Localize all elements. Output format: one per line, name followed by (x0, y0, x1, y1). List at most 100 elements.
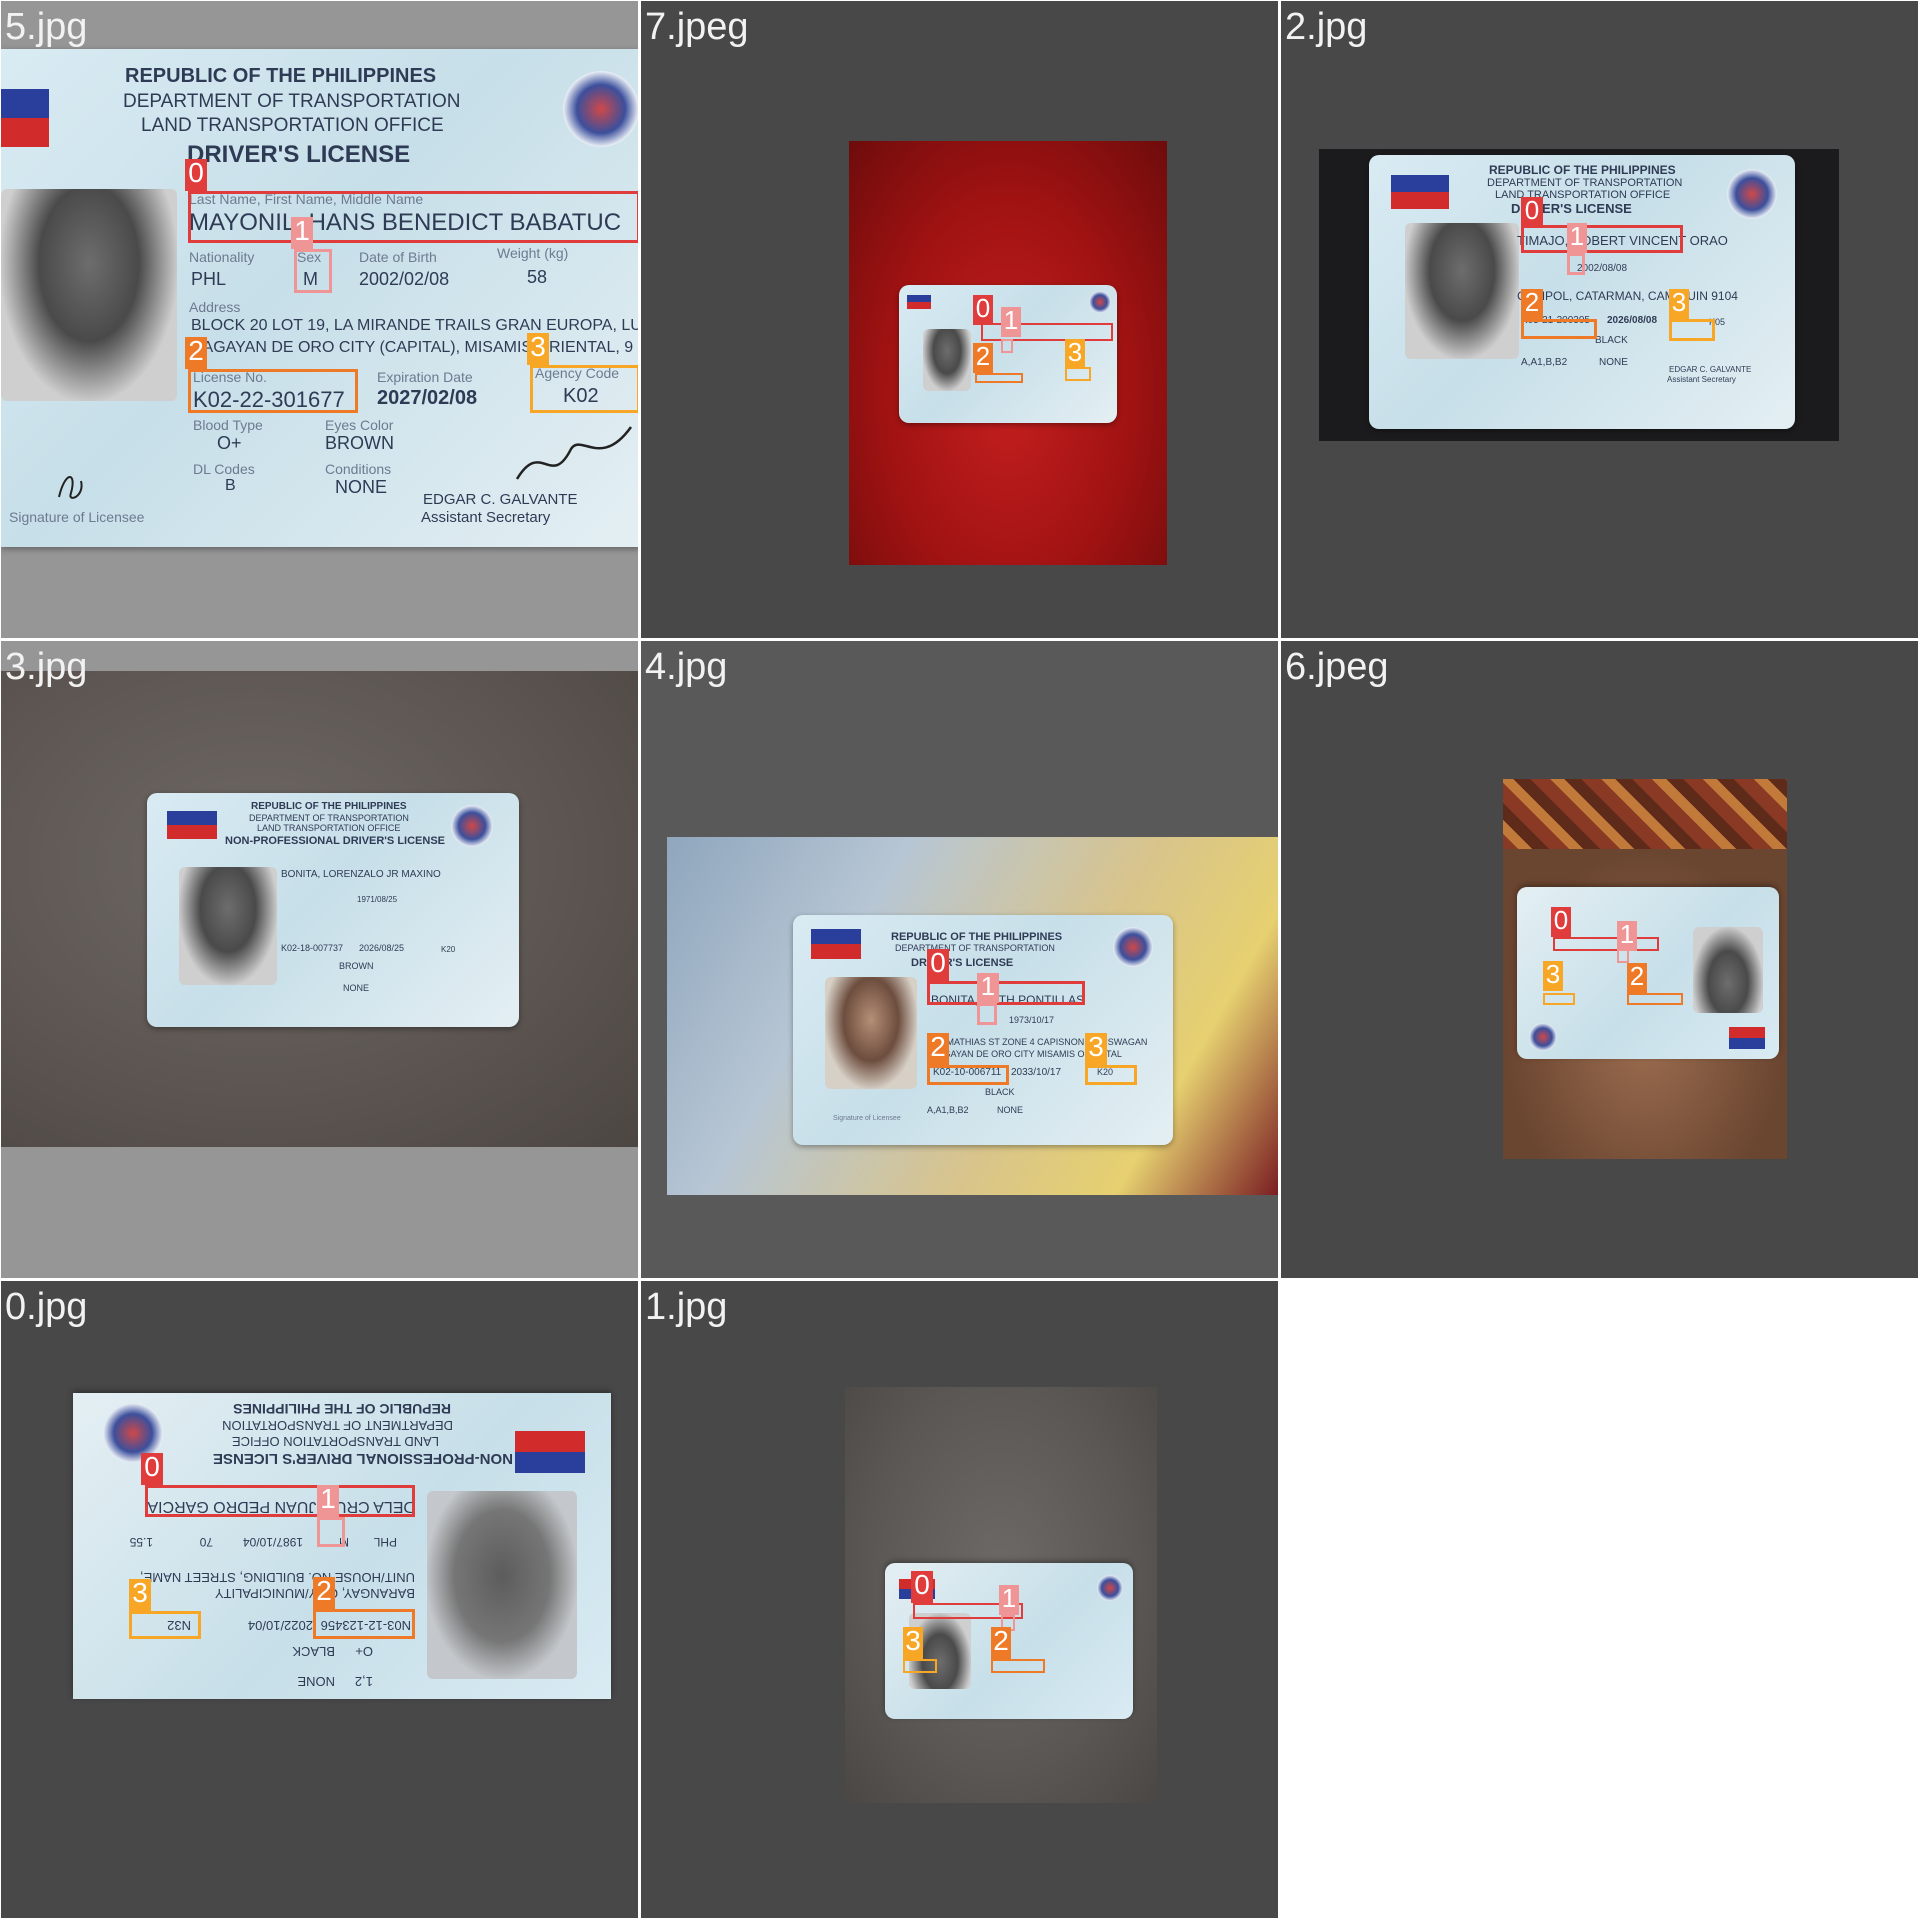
detection-box-license (991, 1659, 1045, 1673)
photo-dark-background: REPUBLIC OF THE PHILIPPINES DEPARTMENT O… (1319, 149, 1839, 441)
detection-box-name (981, 323, 1113, 341)
grid-cell-3[interactable]: 3.jpg REPUBLIC OF THE PHILIPPINES DEPART… (0, 640, 639, 1279)
conditions-value: NONE (297, 1674, 335, 1689)
name-label: Last Name, First Name, Middle Name (189, 191, 424, 207)
detection-box-sex (1567, 253, 1585, 275)
address-value: ST. MATHIAS ST ZONE 4 CAPISNON, KAUSWAGA… (931, 1037, 1148, 1047)
dob-value: 2002/08/08 (1577, 263, 1628, 274)
licensee-photo (923, 329, 971, 391)
detection-box-agency (129, 1611, 201, 1639)
box-label-1: 1 (1001, 307, 1021, 337)
detection-box-name (913, 1603, 1023, 1619)
address-label: Address (189, 299, 241, 315)
detection-box-license (1521, 319, 1597, 339)
cell-filename: 3.jpg (5, 646, 88, 688)
weight-label: Weight (kg) (497, 245, 569, 261)
grid-cell-5[interactable]: 5.jpg REPUBLIC OF THE PHILIPPINES DEPART… (0, 0, 639, 639)
nationality-label: Nationality (189, 249, 255, 265)
eyes-color: BLACK (985, 1087, 1015, 1097)
grid-cell-4[interactable]: 4.jpg REPUBLIC OF THE PHILIPPINES DEPART… (640, 640, 1279, 1279)
detection-box-license (975, 373, 1023, 383)
weight-value: 58 (527, 267, 548, 287)
grid-cell-1[interactable]: 1.jpg 0 1 2 3 (640, 1280, 1279, 1919)
license-number: K02-10-006711 (933, 1067, 1002, 1078)
cell-filename: 0.jpg (5, 1286, 88, 1328)
nationality-value: PHL (373, 1535, 397, 1549)
conditions-value: NONE (335, 477, 388, 497)
detection-box-agency (1669, 319, 1715, 341)
box-label-1: 1 (977, 973, 999, 1003)
dob-value: 1971/08/25 (357, 895, 398, 904)
agency-code: K05 (1709, 317, 1726, 327)
expiry-date: 2026/08/08 (1607, 315, 1658, 326)
license-card: REPUBLIC OF THE PHILIPPINES DEPARTMENT O… (147, 793, 519, 1027)
box-label-3: 3 (527, 333, 549, 365)
detection-box-license (1627, 993, 1683, 1005)
card-department: DEPARTMENT OF TRANSPORTATION (895, 943, 1055, 953)
card-department: DEPARTMENT OF TRANSPORTATION (222, 1418, 453, 1433)
card-office: LAND TRANSPORTATION OFFICE (257, 823, 401, 833)
license-card: REPUBLIC OF THE PHILIPPINES DEPARTMENT O… (1, 49, 638, 547)
box-label-0: 0 (927, 949, 949, 981)
address-line-1: UNIT/HOUSE NO. BUILDING, STREET NAME, (140, 1570, 415, 1585)
detection-box-license (313, 1609, 415, 1639)
box-label-2: 2 (991, 1627, 1011, 1659)
blood-type: O+ (355, 1644, 373, 1659)
dob-value: 1973/10/17 (1009, 1015, 1055, 1025)
conditions-value: NONE (1599, 357, 1628, 368)
card-republic: REPUBLIC OF THE PHILIPPINES (251, 801, 407, 812)
box-label-0: 0 (141, 1453, 163, 1485)
box-label-0: 0 (1521, 197, 1543, 227)
lto-seal-icon (563, 71, 638, 147)
licensee-name: BONITA, LORENZALO JR MAXINO (281, 869, 441, 880)
detection-box-license (188, 369, 358, 413)
detection-box-name (145, 1485, 415, 1517)
grid-cell-2[interactable]: 2.jpg REPUBLIC OF THE PHILIPPINES DEPART… (1280, 0, 1919, 639)
dob-value: 2002/02/08 (359, 269, 450, 289)
lto-seal-icon (1113, 927, 1153, 967)
conditions-value: NONE (997, 1105, 1024, 1115)
signer-title: Assistant Secretary (421, 509, 551, 526)
card-title: DRIVER'S LICENSE (187, 141, 411, 168)
eyes-color: BROWN (339, 961, 374, 971)
nationality-value: PHL (191, 269, 227, 289)
box-label-2: 2 (313, 1577, 335, 1609)
grid-cell-6[interactable]: 6.jpeg 0 1 2 3 (1280, 640, 1919, 1279)
sex-label: Sex (297, 249, 322, 265)
licensee-photo (825, 977, 917, 1089)
height-value: 1.55 (129, 1535, 153, 1549)
box-label-3: 3 (1085, 1033, 1107, 1065)
flag-icon (167, 811, 217, 839)
conditions-label: Conditions (325, 461, 392, 477)
grid-cell-7[interactable]: 7.jpeg 0 1 2 3 (640, 0, 1279, 639)
dob-label: Date of Birth (359, 249, 437, 265)
box-label-2: 2 (973, 343, 993, 373)
card-republic: REPUBLIC OF THE PHILIPPINES (125, 65, 437, 87)
expiry-label: Expiration Date (377, 369, 473, 385)
agency-label: Agency Code (535, 365, 620, 381)
photo-red-fabric (849, 141, 1167, 565)
cell-filename: 1.jpg (645, 1286, 728, 1328)
box-label-0: 0 (911, 1571, 933, 1603)
box-label-0: 0 (1551, 907, 1571, 937)
box-label-1: 1 (317, 1485, 339, 1517)
signature-label: Signature of Licensee (9, 509, 145, 525)
expiry-date: 2026/08/25 (359, 943, 405, 953)
detection-box-sex (317, 1517, 345, 1547)
licensee-photo (1693, 927, 1763, 1013)
signer-name: EDGAR C. GALVANTE (1669, 365, 1752, 374)
detection-box-sex (1617, 949, 1629, 963)
lto-seal-icon (1727, 169, 1777, 219)
address-value: COMPOL, CATARMAN, CAMIGUIN 9104 (1517, 289, 1738, 303)
flag-icon (1391, 175, 1449, 209)
detection-box-agency (1085, 1065, 1137, 1085)
card-republic: REPUBLIC OF THE PHILIPPINES (233, 1401, 451, 1417)
detection-box-name (188, 191, 638, 243)
licensee-photo (427, 1491, 577, 1679)
licensee-photo (1405, 223, 1519, 359)
restrictions-value: 1,2 (354, 1674, 373, 1689)
grid-cell-0[interactable]: 0.jpg REPUBLIC OF THE PHILIPPINES DEPART… (0, 1280, 639, 1919)
signer-name: EDGAR C. GALVANTE (423, 491, 578, 508)
expiry-date: 2022/10/04 (247, 1618, 313, 1633)
agency-code: K02 (563, 385, 599, 407)
